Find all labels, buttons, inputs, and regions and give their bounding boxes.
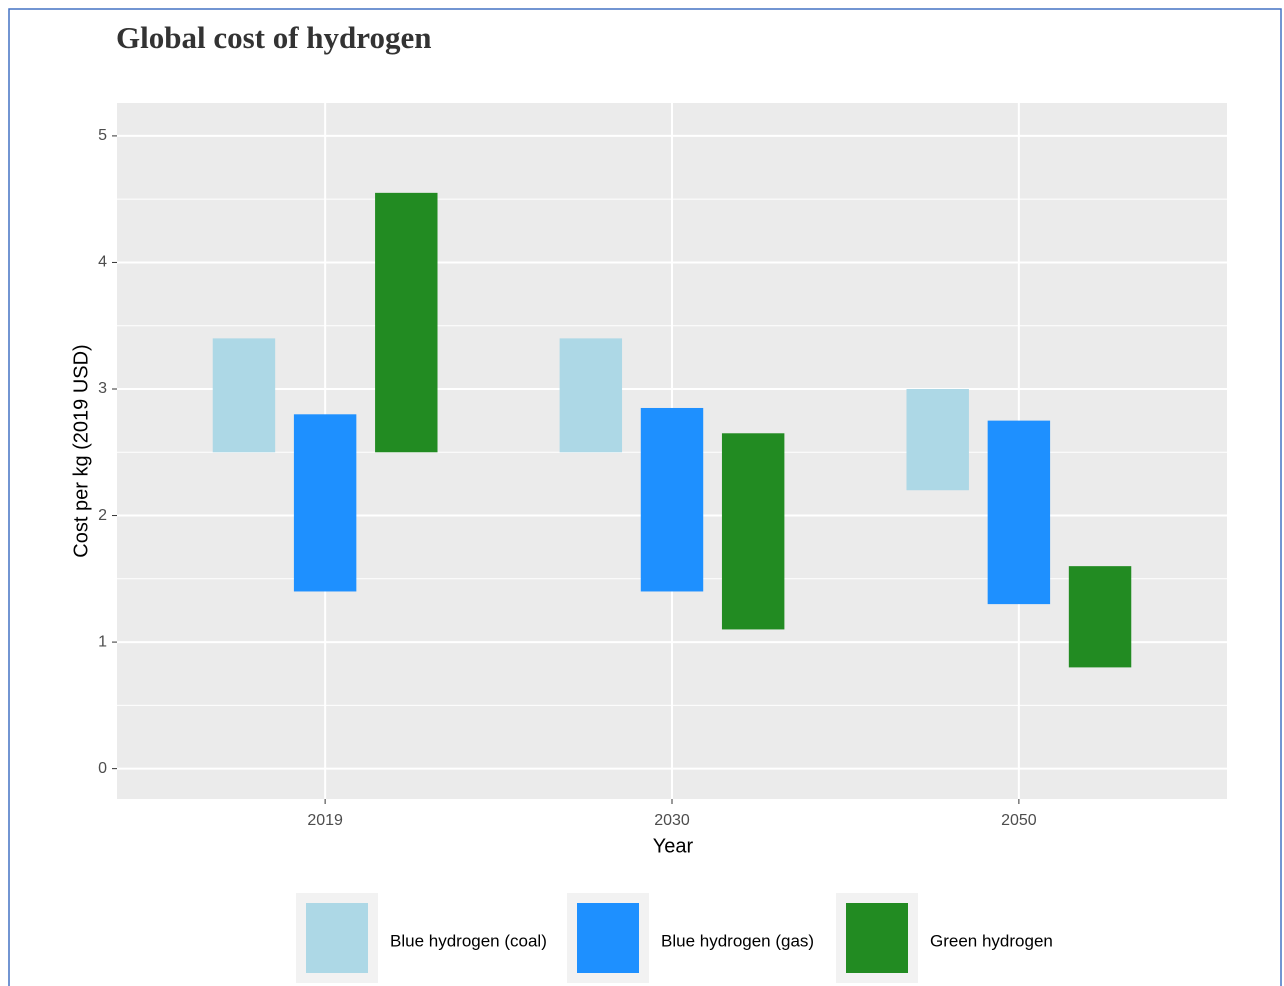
chart-title: Global cost of hydrogen bbox=[116, 20, 431, 55]
y-tick-label: 1 bbox=[98, 633, 107, 650]
legend-label: Blue hydrogen (coal) bbox=[390, 931, 547, 950]
range-bar bbox=[293, 414, 357, 592]
range-bar bbox=[987, 420, 1051, 605]
x-axis-title: Year bbox=[653, 835, 694, 857]
legend-label: Blue hydrogen (gas) bbox=[661, 931, 814, 950]
x-tick-label: 2019 bbox=[307, 812, 343, 829]
y-tick-label: 4 bbox=[98, 254, 107, 271]
range-bar bbox=[721, 433, 785, 630]
y-tick-label: 0 bbox=[98, 760, 107, 777]
legend-swatch bbox=[577, 903, 639, 973]
y-axis-title: Cost per kg (2019 USD) bbox=[70, 344, 92, 557]
range-bar bbox=[906, 388, 969, 491]
range-bar bbox=[559, 338, 623, 453]
y-tick-label: 3 bbox=[98, 380, 107, 397]
x-tick-label: 2050 bbox=[1001, 812, 1037, 829]
range-bar bbox=[640, 407, 704, 592]
legend-label: Green hydrogen bbox=[930, 931, 1053, 950]
legend-swatch bbox=[846, 903, 908, 973]
legend-swatch bbox=[306, 903, 368, 973]
range-bar bbox=[375, 192, 438, 453]
y-tick-label: 5 bbox=[98, 127, 107, 144]
range-bar bbox=[212, 338, 276, 453]
grid bbox=[117, 103, 1227, 799]
y-tick-label: 2 bbox=[98, 507, 107, 524]
x-tick-label: 2030 bbox=[654, 812, 690, 829]
bars bbox=[212, 192, 1132, 668]
range-bar bbox=[1068, 566, 1132, 668]
